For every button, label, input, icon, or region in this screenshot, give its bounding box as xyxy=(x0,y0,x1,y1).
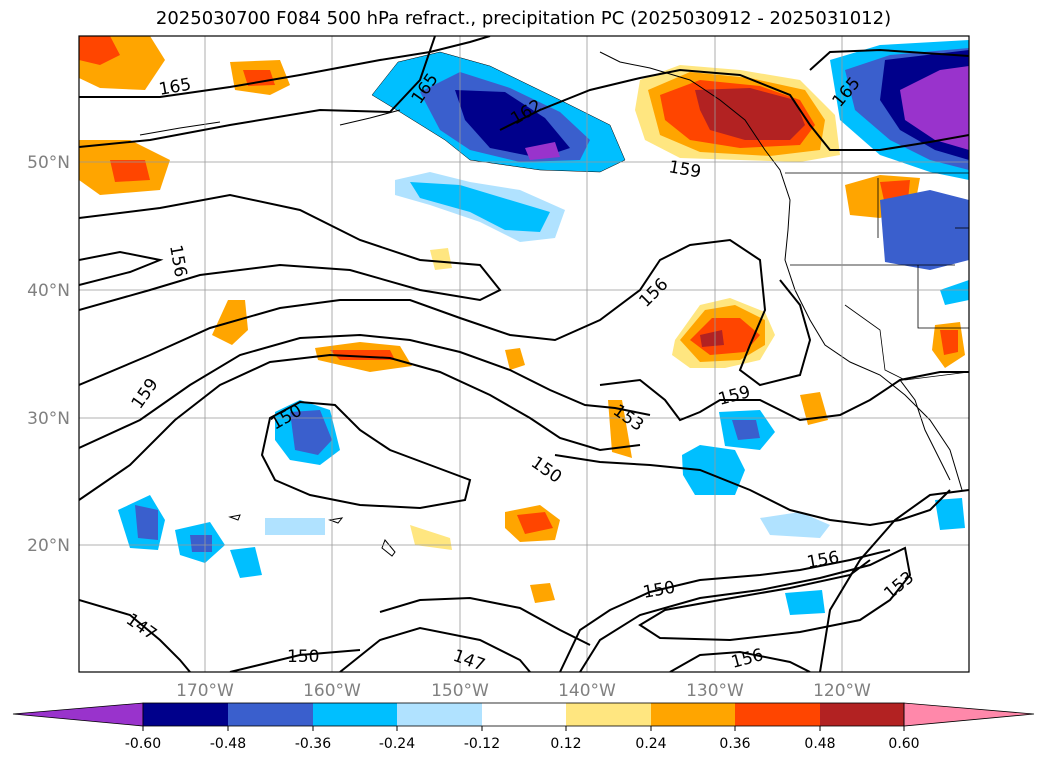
colorbar-segment xyxy=(143,703,228,726)
colorbar-tick-label: 0.36 xyxy=(719,736,750,752)
colorbar-tick-label: 0.12 xyxy=(550,736,581,752)
colorbar: -0.60 -0.48 -0.36 -0.24 -0.12 0.12 0.24 … xyxy=(12,702,1035,752)
lon-label-150w: 150°W xyxy=(431,681,489,701)
map-title: 2025030700 F084 500 hPa refract., precip… xyxy=(155,8,892,29)
colorbar-segment xyxy=(820,703,904,726)
lon-label-120w: 120°W xyxy=(813,681,871,701)
contour-label: 150 xyxy=(287,647,319,667)
colorbar-tick-label: 0.60 xyxy=(888,736,919,752)
lat-label-50n: 50°N xyxy=(27,153,70,173)
colorbar-segment xyxy=(228,703,313,726)
lon-label-130w: 130°W xyxy=(686,681,744,701)
colorbar-segment xyxy=(12,702,144,727)
lat-label-40n: 40°N xyxy=(27,281,70,301)
latitude-labels: 50°N 40°N 30°N 20°N xyxy=(27,153,70,556)
colorbar-segment xyxy=(651,703,735,726)
colorbar-segment xyxy=(735,703,820,726)
lat-label-30n: 30°N xyxy=(27,409,70,429)
lon-label-170w: 170°W xyxy=(176,681,234,701)
colorbar-tick-label: -0.12 xyxy=(464,736,500,752)
longitude-labels: 170°W 160°W 150°W 140°W 130°W 120°W xyxy=(176,681,871,701)
colorbar-segment xyxy=(566,703,651,726)
map-frame xyxy=(78,35,970,673)
lat-label-20n: 20°N xyxy=(27,536,70,556)
colorbar-segment xyxy=(903,702,1035,727)
colorbar-tick-label: -0.60 xyxy=(125,736,161,752)
lon-label-140w: 140°W xyxy=(558,681,616,701)
colorbar-tick-label: 0.24 xyxy=(635,736,666,752)
refractivity-contours xyxy=(79,36,969,672)
colorbar-segment xyxy=(313,703,397,726)
borders xyxy=(785,172,969,381)
lon-label-160w: 160°W xyxy=(303,681,361,701)
colorbar-segment xyxy=(482,703,566,726)
graticule xyxy=(79,36,969,672)
colorbar-tick-label: -0.24 xyxy=(379,736,415,752)
colorbar-tick-label: -0.36 xyxy=(295,736,331,752)
colorbar-segment xyxy=(397,703,482,726)
colorbar-tick-label: -0.48 xyxy=(210,736,246,752)
colorbar-tick-label: 0.48 xyxy=(804,736,835,752)
